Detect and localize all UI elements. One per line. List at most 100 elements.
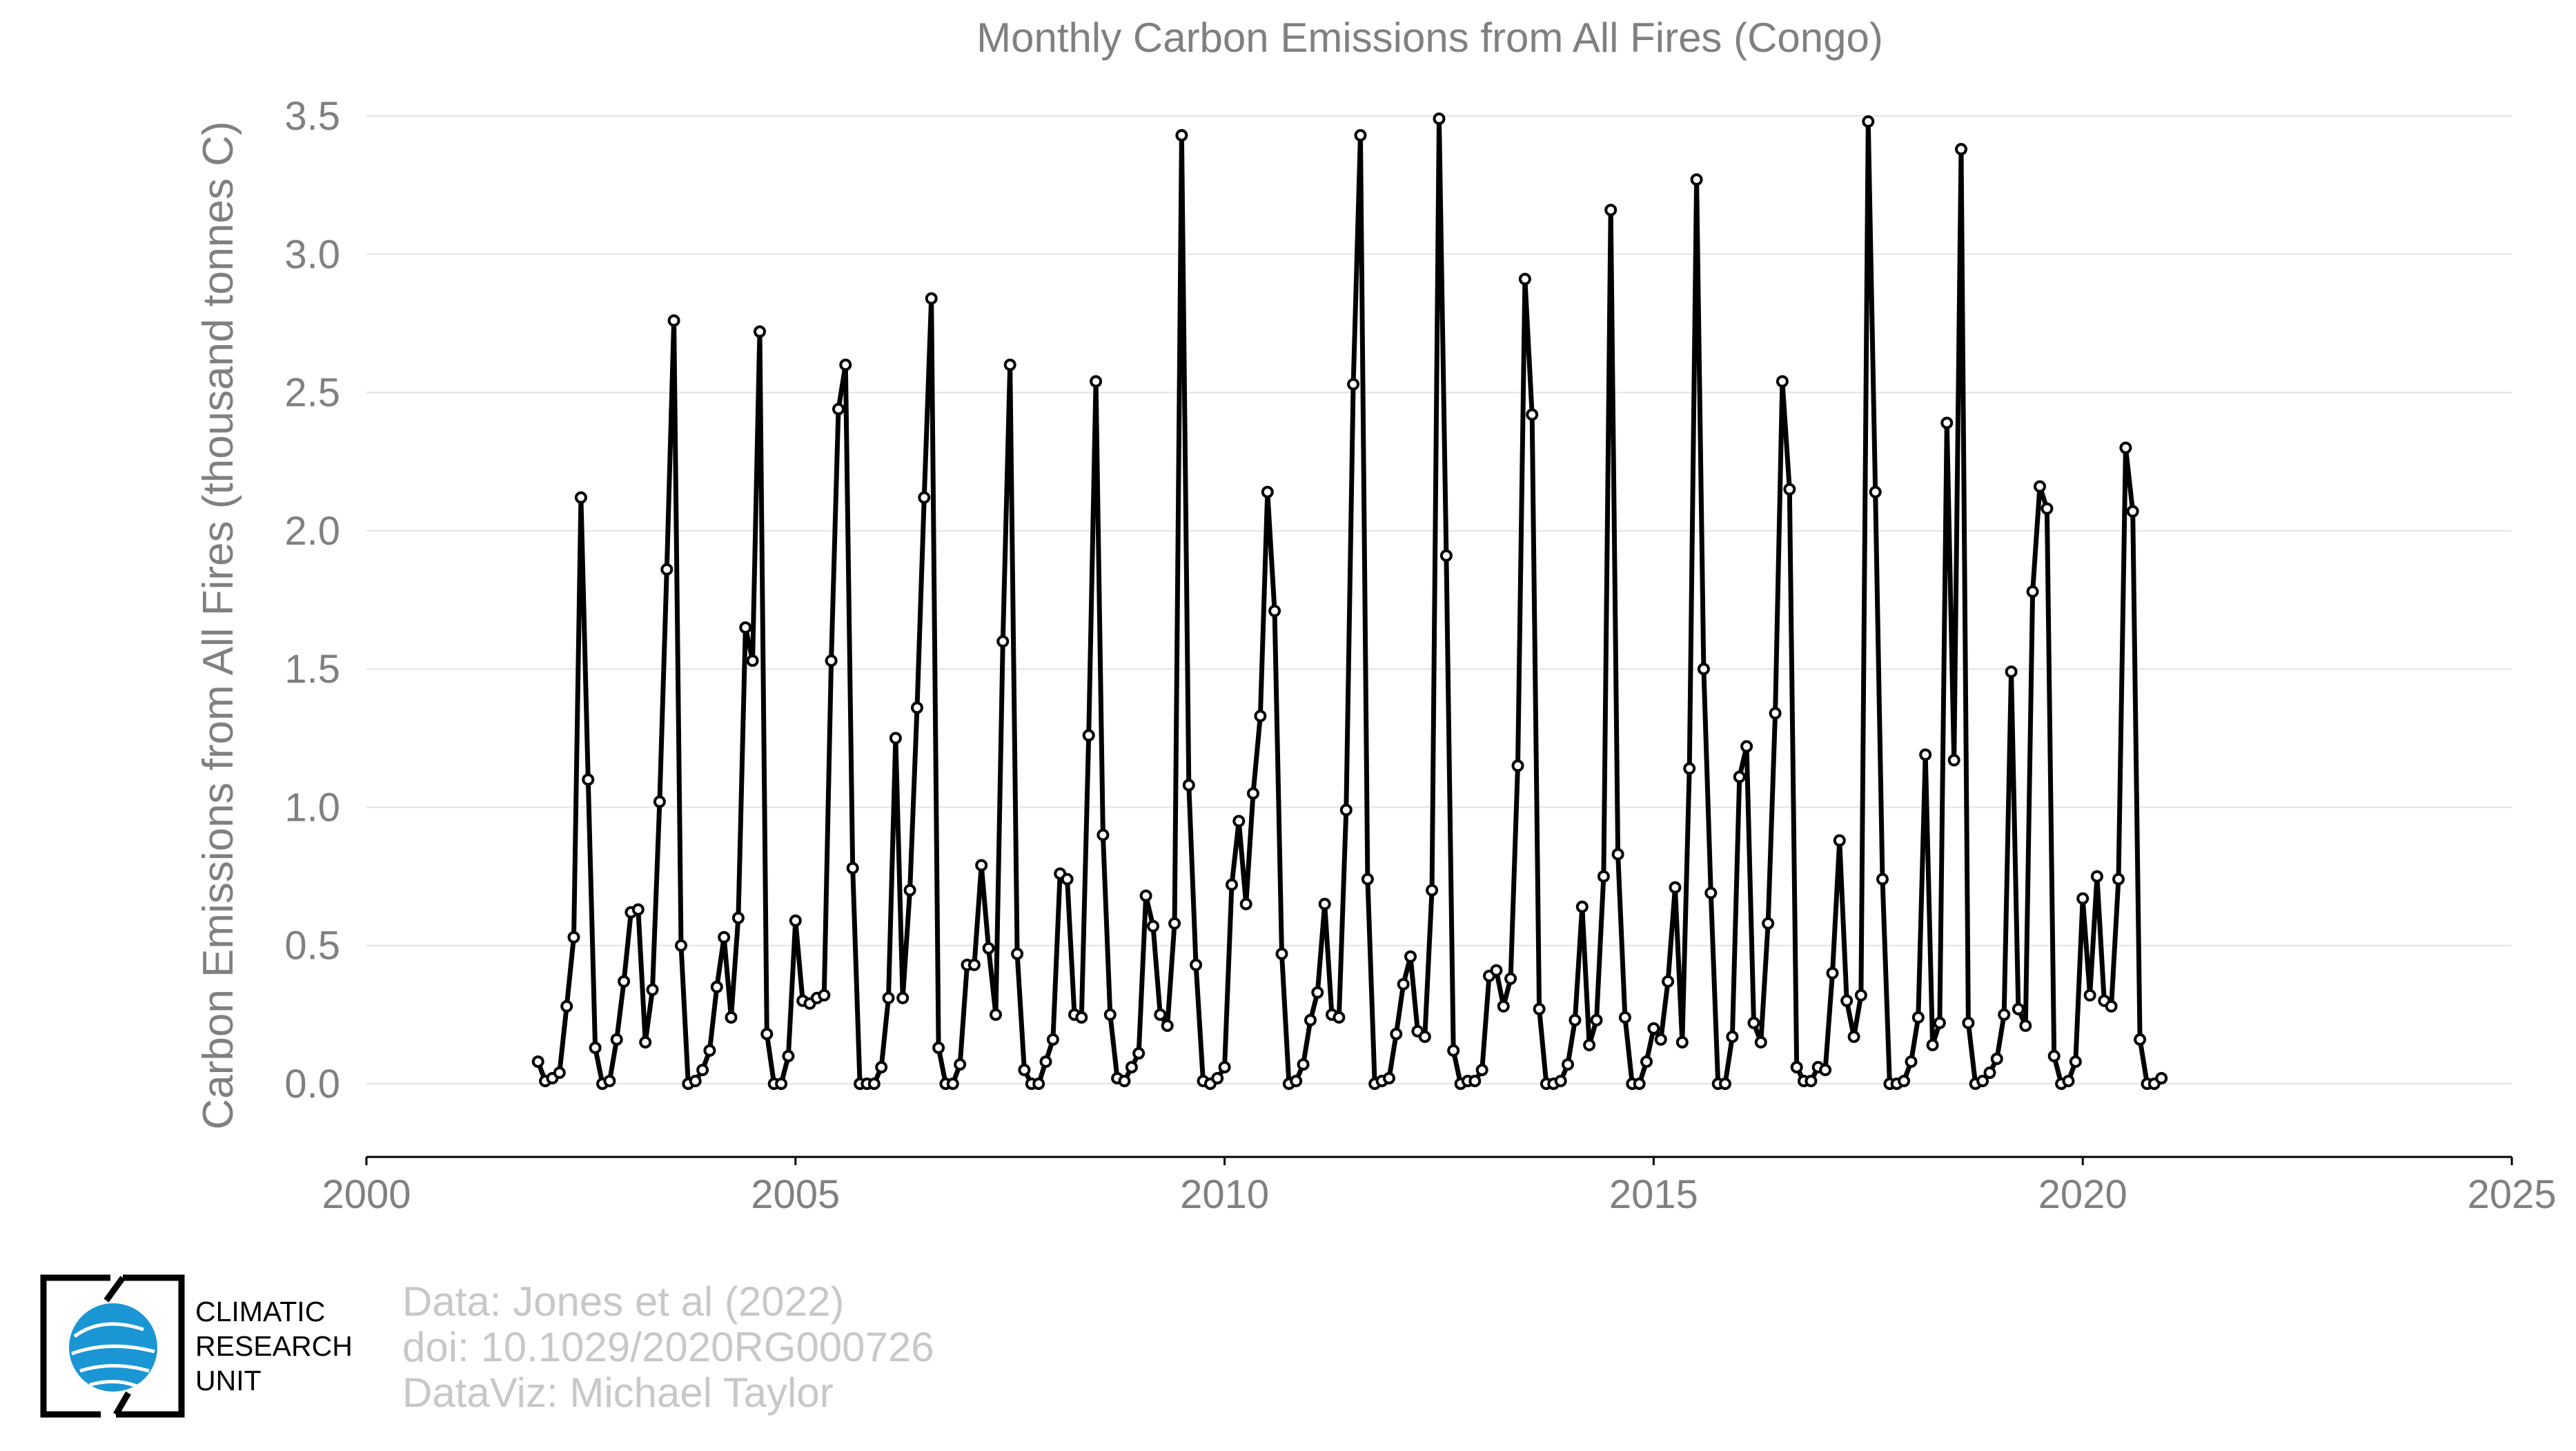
data-point bbox=[990, 1008, 1002, 1021]
data-point bbox=[1304, 1013, 1317, 1026]
data-point bbox=[1261, 485, 1274, 498]
y-tick-label: 0.5 bbox=[284, 924, 340, 968]
data-point bbox=[1762, 917, 1775, 930]
data-point bbox=[1919, 748, 1932, 761]
data-point bbox=[1697, 663, 1710, 676]
data-point bbox=[1976, 1075, 1989, 1087]
data-point bbox=[1905, 1055, 1918, 1068]
data-point bbox=[2069, 1055, 2082, 1068]
x-tick-label: 2020 bbox=[2038, 1172, 2127, 1217]
data-point bbox=[1962, 1016, 1975, 1029]
logo-frame bbox=[40, 1274, 185, 1418]
data-point bbox=[1862, 115, 1875, 128]
data-point bbox=[710, 980, 723, 993]
data-point bbox=[932, 1041, 945, 1054]
data-point bbox=[1039, 1055, 1052, 1068]
data-point bbox=[574, 491, 587, 504]
data-point bbox=[825, 654, 838, 668]
data-point bbox=[2062, 1075, 2075, 1087]
data-point bbox=[1719, 1078, 1731, 1090]
data-point bbox=[1061, 873, 1074, 886]
data-point bbox=[1618, 1011, 1631, 1024]
data-point bbox=[746, 654, 759, 668]
data-point bbox=[739, 621, 752, 634]
data-point bbox=[1526, 408, 1539, 421]
x-axis-ticks: 2000 2005 2010 2015 2020 2025 bbox=[322, 1157, 2557, 1217]
data-point bbox=[1103, 1008, 1117, 1021]
data-point bbox=[754, 325, 766, 338]
data-point bbox=[1533, 1002, 1546, 1015]
data-point bbox=[875, 1061, 888, 1073]
data-point bbox=[1082, 729, 1095, 742]
data-point bbox=[567, 931, 580, 944]
data-point bbox=[1869, 485, 1882, 498]
data-point bbox=[703, 1044, 716, 1057]
data-point bbox=[1468, 1075, 1482, 1087]
data-point bbox=[1690, 173, 1703, 186]
data-point bbox=[2019, 1019, 2032, 1032]
data-point bbox=[1826, 966, 1839, 980]
data-point bbox=[1554, 1075, 1567, 1087]
data-point bbox=[2005, 665, 2018, 679]
data-point bbox=[1740, 740, 1753, 753]
data-point bbox=[1990, 1052, 2003, 1065]
logo-line1: CLIMATIC bbox=[195, 1296, 326, 1327]
data-point bbox=[1190, 958, 1203, 971]
data-point bbox=[553, 1067, 566, 1079]
data-point bbox=[2126, 505, 2139, 518]
data-point bbox=[639, 1035, 652, 1049]
data-point bbox=[954, 1058, 967, 1071]
data-point bbox=[967, 958, 981, 971]
y-tick-labels: 0.0 0.5 1.0 1.5 2.0 2.5 3.0 3.5 bbox=[284, 94, 340, 1107]
data-point bbox=[1647, 1022, 1660, 1035]
data-point bbox=[1876, 873, 1889, 886]
data-point bbox=[1518, 273, 1531, 286]
data-point bbox=[1311, 986, 1324, 999]
data-point bbox=[996, 635, 1010, 648]
data-point bbox=[2012, 1002, 2025, 1015]
data-point bbox=[1390, 1027, 1403, 1040]
data-point bbox=[896, 991, 910, 1004]
data-point bbox=[1854, 989, 1867, 1002]
data-point bbox=[1226, 878, 1238, 891]
data-point bbox=[1046, 1033, 1059, 1046]
credit-dataviz: DataViz: Michael Taylor bbox=[402, 1370, 834, 1416]
x-tick-label: 2000 bbox=[322, 1172, 411, 1217]
data-point bbox=[696, 1064, 709, 1076]
data-point bbox=[1218, 1061, 1231, 1073]
data-point bbox=[1998, 1008, 2011, 1021]
data-point bbox=[531, 1055, 544, 1068]
series-markers bbox=[531, 113, 2168, 1090]
data-point bbox=[653, 795, 666, 808]
data-point bbox=[775, 1078, 788, 1090]
data-point bbox=[1504, 972, 1517, 985]
data-point bbox=[1747, 1016, 1760, 1029]
data-point bbox=[1611, 848, 1624, 861]
data-point bbox=[1790, 1061, 1803, 1073]
data-point bbox=[1354, 129, 1367, 142]
data-point bbox=[1211, 1072, 1224, 1084]
data-point bbox=[1447, 1044, 1460, 1057]
data-point bbox=[660, 563, 674, 576]
data-point bbox=[1075, 1011, 1088, 1024]
data-point bbox=[731, 911, 745, 924]
data-point bbox=[1132, 1046, 1146, 1060]
data-point bbox=[1583, 1038, 1596, 1051]
y-tick-label: 0.0 bbox=[284, 1062, 340, 1107]
data-point bbox=[631, 903, 645, 916]
data-point bbox=[1161, 1019, 1174, 1032]
data-point bbox=[2083, 989, 2096, 1002]
data-point bbox=[1383, 1072, 1395, 1084]
data-point bbox=[882, 991, 895, 1004]
data-point bbox=[1232, 815, 1246, 828]
data-point bbox=[1426, 884, 1439, 897]
data-point bbox=[1911, 1011, 1925, 1024]
data-point bbox=[2026, 585, 2039, 598]
data-point bbox=[1840, 994, 1854, 1007]
data-point bbox=[1175, 129, 1188, 142]
data-point bbox=[1361, 873, 1374, 886]
data-point bbox=[1562, 1058, 1574, 1071]
data-point bbox=[1097, 828, 1110, 841]
x-tick-label: 2015 bbox=[1609, 1172, 1698, 1217]
data-point bbox=[1675, 1035, 1689, 1049]
